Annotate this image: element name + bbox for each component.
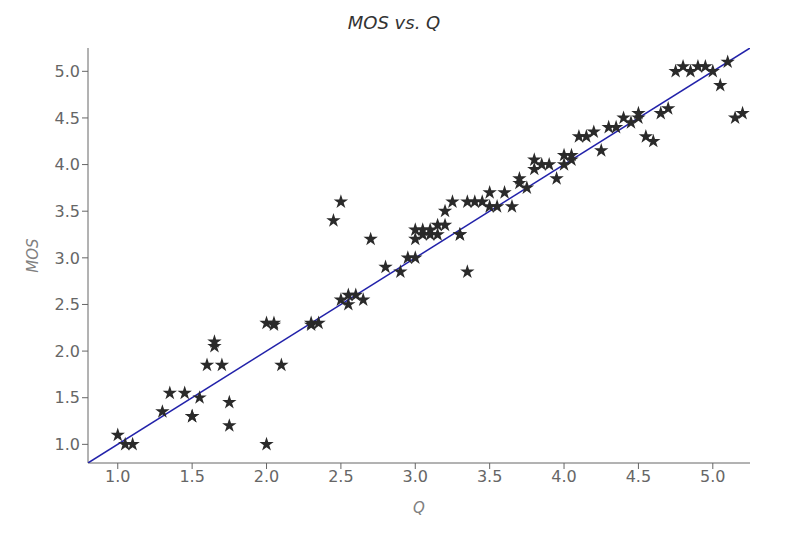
svg-text:1.5: 1.5 — [55, 388, 80, 407]
svg-text:3.5: 3.5 — [477, 467, 502, 486]
svg-text:3.0: 3.0 — [55, 249, 80, 268]
svg-text:4.0: 4.0 — [55, 155, 80, 174]
svg-text:2.5: 2.5 — [55, 295, 80, 314]
svg-text:4.5: 4.5 — [626, 467, 651, 486]
svg-text:4.5: 4.5 — [55, 109, 80, 128]
svg-text:2.5: 2.5 — [328, 467, 353, 486]
svg-text:4.0: 4.0 — [551, 467, 576, 486]
svg-text:1.5: 1.5 — [179, 467, 204, 486]
svg-text:5.0: 5.0 — [700, 467, 725, 486]
svg-text:1.0: 1.0 — [105, 467, 130, 486]
svg-text:2.0: 2.0 — [55, 342, 80, 361]
svg-text:2.0: 2.0 — [254, 467, 279, 486]
svg-text:1.0: 1.0 — [55, 435, 80, 454]
svg-text:MOS: MOS — [24, 238, 42, 273]
svg-text:5.0: 5.0 — [55, 62, 80, 81]
html-text:MOS vs. Q: MOS vs. Q — [347, 12, 441, 33]
svg-text:3.5: 3.5 — [55, 202, 80, 221]
svg-text:3.0: 3.0 — [403, 467, 428, 486]
svg-text:Q: Q — [413, 499, 425, 517]
